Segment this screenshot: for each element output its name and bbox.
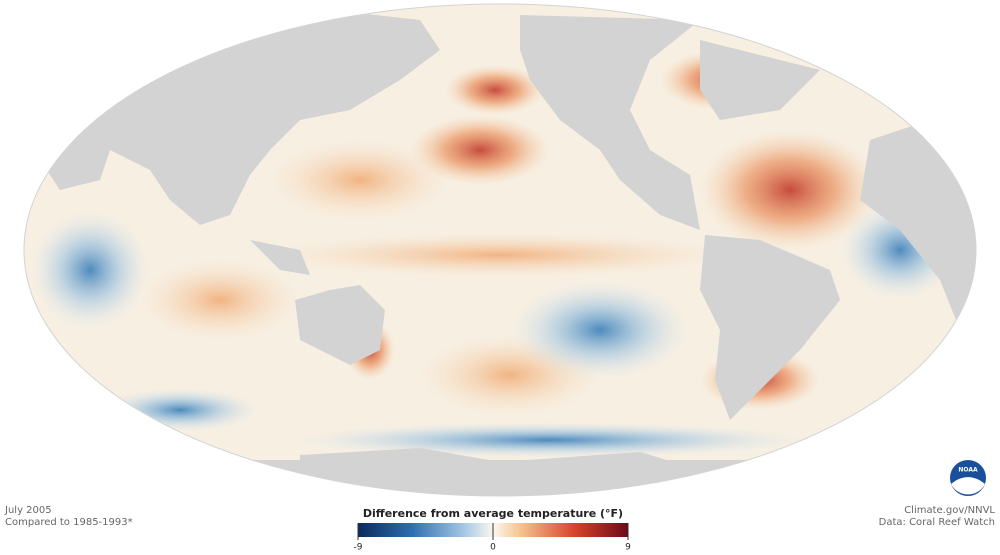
noaa-logo: NOAA — [948, 458, 988, 498]
legend-title: Difference from average temperature (°F) — [363, 507, 623, 520]
tick-label: 0 — [490, 543, 496, 553]
map-outline — [23, 3, 977, 497]
data-credit: Data: Coral Reef Watch — [879, 517, 995, 528]
baseline: Compared to 1985-1993* — [5, 517, 133, 528]
legend-ticks: -9 0 9 — [354, 523, 631, 553]
tick-label: 9 — [625, 543, 631, 553]
tick-label: -9 — [354, 543, 363, 553]
source: Climate.gov/NNVL — [904, 505, 995, 516]
logo-text: NOAA — [958, 467, 978, 474]
date: July 2005 — [4, 505, 52, 516]
